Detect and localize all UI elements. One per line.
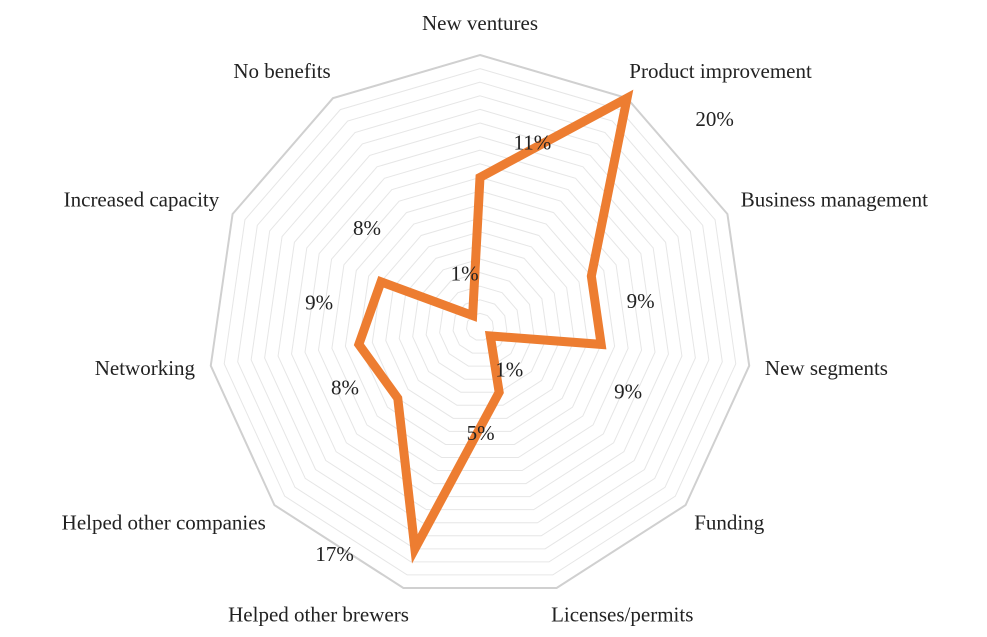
- grid-ring: [237, 81, 723, 563]
- grid-ring: [398, 244, 562, 406]
- grid-ring: [304, 149, 656, 498]
- category-label: Helped other brewers: [228, 603, 409, 627]
- value-label: 9%: [614, 379, 642, 403]
- grid-ring: [264, 108, 696, 537]
- grid-ring: [412, 258, 548, 393]
- grid-ring: [317, 163, 643, 485]
- value-label: 1%: [495, 358, 523, 382]
- category-label: New ventures: [422, 11, 538, 35]
- value-label: 5%: [467, 421, 495, 445]
- grid-ring: [209, 53, 751, 589]
- category-label: New segments: [765, 356, 888, 380]
- grid-ring: [250, 95, 710, 550]
- value-label: 9%: [627, 289, 655, 313]
- grid-ring: [466, 312, 494, 341]
- grid-ring: [277, 122, 683, 524]
- category-label: No benefits: [233, 59, 330, 83]
- value-label: 9%: [305, 291, 333, 315]
- category-label: Product improvement: [629, 59, 812, 83]
- value-label: 8%: [353, 216, 381, 240]
- grid-ring: [358, 204, 602, 445]
- category-label: Helped other companies: [62, 511, 266, 535]
- grid-ring: [291, 136, 669, 511]
- value-label: 8%: [331, 375, 359, 399]
- value-label: 1%: [451, 261, 479, 285]
- category-label: Funding: [694, 511, 765, 535]
- series-line: [353, 89, 634, 564]
- category-label: Networking: [95, 356, 196, 380]
- value-label: 11%: [514, 131, 552, 155]
- category-label: Licenses/permits: [551, 603, 693, 627]
- value-label: 20%: [695, 107, 734, 131]
- grid-ring: [439, 285, 521, 367]
- category-label: Business management: [741, 187, 928, 211]
- value-label: 17%: [315, 542, 354, 566]
- grid-ring: [331, 176, 629, 472]
- category-label: Increased capacity: [64, 187, 220, 211]
- grid-ring: [223, 68, 737, 576]
